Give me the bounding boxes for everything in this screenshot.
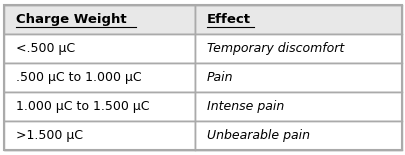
Bar bbox=[194, 92, 401, 121]
Text: Pain: Pain bbox=[207, 71, 233, 84]
Text: Effect: Effect bbox=[207, 13, 250, 26]
Text: 1.000 μC to 1.500 μC: 1.000 μC to 1.500 μC bbox=[16, 100, 149, 113]
Bar bbox=[194, 63, 401, 92]
Bar bbox=[194, 34, 401, 63]
Bar bbox=[4, 92, 194, 121]
Bar bbox=[4, 121, 194, 150]
Bar bbox=[4, 34, 194, 63]
Text: Charge Weight: Charge Weight bbox=[16, 13, 126, 26]
Text: <.500 μC: <.500 μC bbox=[16, 42, 75, 55]
Bar bbox=[194, 5, 401, 34]
Text: .500 μC to 1.000 μC: .500 μC to 1.000 μC bbox=[16, 71, 141, 84]
Text: Temporary discomfort: Temporary discomfort bbox=[207, 42, 343, 55]
Bar bbox=[194, 121, 401, 150]
Bar bbox=[4, 5, 194, 34]
Bar bbox=[4, 63, 194, 92]
Text: Unbearable pain: Unbearable pain bbox=[207, 129, 309, 142]
Text: Intense pain: Intense pain bbox=[207, 100, 284, 113]
Text: >1.500 μC: >1.500 μC bbox=[16, 129, 83, 142]
